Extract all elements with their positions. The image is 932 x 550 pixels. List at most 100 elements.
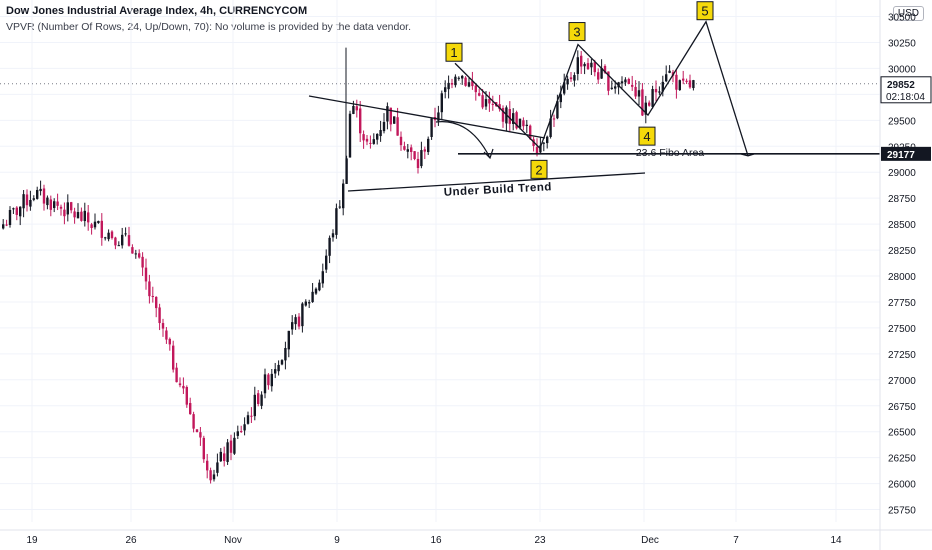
- candle-body-31: [107, 232, 110, 240]
- candle-body-47: [161, 323, 165, 329]
- candle-body-109: [372, 139, 375, 144]
- wave-label-box-3: [568, 22, 586, 42]
- candle-body-157: [535, 147, 539, 154]
- currency-badge[interactable]: USD: [892, 6, 924, 21]
- candle-body-180: [614, 86, 617, 89]
- candle-body-13: [46, 197, 49, 206]
- candle-body-29: [100, 220, 103, 238]
- candle-body-24: [83, 210, 86, 222]
- candle-body-80: [274, 369, 277, 374]
- candle-body-106: [362, 134, 365, 141]
- candle-body-63: [216, 462, 219, 473]
- candle-body-74: [253, 394, 256, 417]
- candle-body-8: [29, 199, 32, 207]
- candle-body-125: [427, 138, 430, 153]
- candle-body-135: [461, 75, 464, 79]
- candle-body-53: [182, 385, 185, 389]
- candle-body-9: [32, 198, 35, 200]
- candle-body-190: [648, 102, 651, 106]
- candle-body-174: [593, 62, 596, 73]
- candle-body-115: [393, 116, 396, 124]
- candle-body-108: [369, 142, 372, 144]
- candle-body-64: [219, 451, 222, 462]
- wave-path: [454, 20, 749, 157]
- candle-body-3: [12, 208, 15, 210]
- candle-body-71: [243, 424, 246, 431]
- candle-body-87: [297, 316, 301, 327]
- candle-body-22: [76, 212, 80, 219]
- candle-body-161: [549, 118, 552, 137]
- candle-body-111: [379, 130, 382, 137]
- wave-label-box-1: [445, 42, 463, 62]
- x-tick-7: Dec: [641, 535, 659, 546]
- candle-body-99: [338, 206, 341, 208]
- candle-body-73: [250, 415, 253, 417]
- candle-body-58: [199, 432, 202, 438]
- candle-body-42: [144, 267, 148, 282]
- candle-body-90: [308, 302, 311, 304]
- candle-body-166: [566, 78, 569, 85]
- candle-body-122: [416, 158, 420, 169]
- candle-body-167: [569, 77, 573, 80]
- y-tick-8: 27750: [888, 298, 916, 309]
- candle-body-86: [294, 317, 297, 325]
- candle-body-0: [2, 224, 5, 229]
- candle-body-56: [192, 414, 195, 429]
- candle-body-117: [399, 136, 403, 146]
- candle-body-177: [603, 65, 607, 73]
- candle-body-110: [376, 133, 379, 140]
- y-tick-11: 28500: [888, 220, 916, 231]
- y-tick-12: 28750: [888, 194, 916, 205]
- candle-body-62: [212, 474, 216, 480]
- candle-body-1: [5, 224, 8, 226]
- candle-body-198: [675, 74, 678, 90]
- candle-body-160: [546, 136, 549, 144]
- candle-body-200: [682, 78, 685, 81]
- candle-body-123: [420, 150, 423, 167]
- wave-label-box-2: [530, 159, 548, 179]
- candle-body-34: [117, 245, 120, 247]
- candle-body-6: [22, 194, 25, 209]
- candle-body-154: [525, 124, 528, 126]
- y-tick-0: 25750: [888, 506, 916, 517]
- countdown-value: 02:18:04: [886, 92, 925, 103]
- candle-body-51: [175, 367, 178, 383]
- candle-body-93: [318, 282, 321, 291]
- candle-body-142: [484, 99, 488, 107]
- candle-body-176: [600, 67, 603, 79]
- candle-body-172: [586, 63, 590, 70]
- candle-body-133: [454, 76, 457, 86]
- candle-body-72: [246, 415, 250, 424]
- candle-body-199: [678, 80, 681, 91]
- candle-body-48: [165, 330, 168, 340]
- candle-body-140: [478, 93, 481, 96]
- indicator-legend: VPVR (Number Of Rows, 24, Up/Down, 70): …: [6, 21, 412, 33]
- candle-body-105: [359, 108, 362, 134]
- y-tick-9: 28000: [888, 272, 916, 283]
- candle-body-191: [651, 89, 654, 107]
- candle-body-136: [464, 77, 467, 86]
- candle-body-189: [644, 102, 647, 115]
- wave-label-3: 3: [573, 25, 580, 40]
- y-tick-18: 30250: [888, 38, 916, 49]
- candle-body-159: [542, 142, 545, 144]
- candle-body-131: [447, 82, 450, 90]
- candle-body-70: [240, 431, 243, 433]
- candle-body-5: [19, 206, 22, 217]
- candle-body-152: [518, 118, 522, 128]
- candle-body-194: [661, 81, 664, 92]
- candle-body-113: [386, 106, 389, 122]
- candle-body-45: [155, 296, 158, 309]
- x-tick-8: 7: [733, 535, 739, 546]
- x-tick-3: 9: [334, 535, 340, 546]
- candle-body-98: [335, 208, 338, 235]
- candle-body-121: [413, 151, 416, 159]
- candle-body-40: [138, 253, 141, 258]
- candle-body-97: [331, 233, 335, 238]
- wave-label-box-5: [696, 1, 714, 21]
- candle-body-124: [423, 149, 426, 152]
- candle-body-46: [158, 307, 161, 324]
- y-tick-4: 26750: [888, 402, 916, 413]
- candle-body-75: [257, 393, 260, 404]
